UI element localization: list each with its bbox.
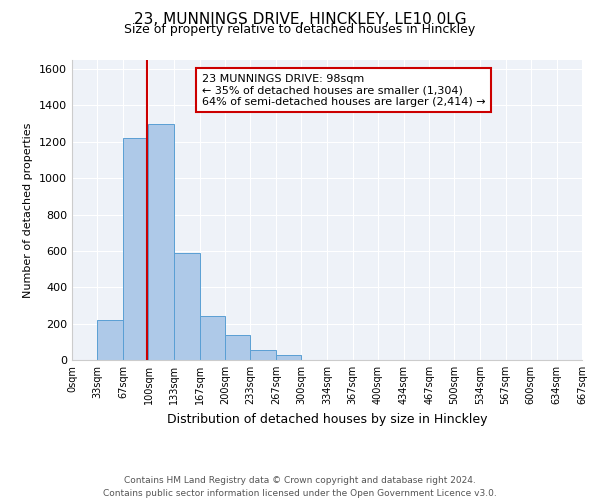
Y-axis label: Number of detached properties: Number of detached properties: [23, 122, 34, 298]
Bar: [148, 124, 173, 360]
Bar: [97, 320, 123, 360]
Text: Size of property relative to detached houses in Hinckley: Size of property relative to detached ho…: [124, 22, 476, 36]
Bar: [250, 350, 276, 360]
Text: Contains HM Land Registry data © Crown copyright and database right 2024.
Contai: Contains HM Land Registry data © Crown c…: [103, 476, 497, 498]
Bar: [276, 356, 301, 360]
Bar: [225, 334, 250, 360]
Bar: [200, 316, 225, 360]
Text: 23 MUNNINGS DRIVE: 98sqm
← 35% of detached houses are smaller (1,304)
64% of sem: 23 MUNNINGS DRIVE: 98sqm ← 35% of detach…: [202, 74, 485, 106]
Bar: [173, 252, 200, 360]
X-axis label: Distribution of detached houses by size in Hinckley: Distribution of detached houses by size …: [167, 412, 487, 426]
Bar: [123, 138, 148, 360]
Text: 23, MUNNINGS DRIVE, HINCKLEY, LE10 0LG: 23, MUNNINGS DRIVE, HINCKLEY, LE10 0LG: [134, 12, 466, 28]
